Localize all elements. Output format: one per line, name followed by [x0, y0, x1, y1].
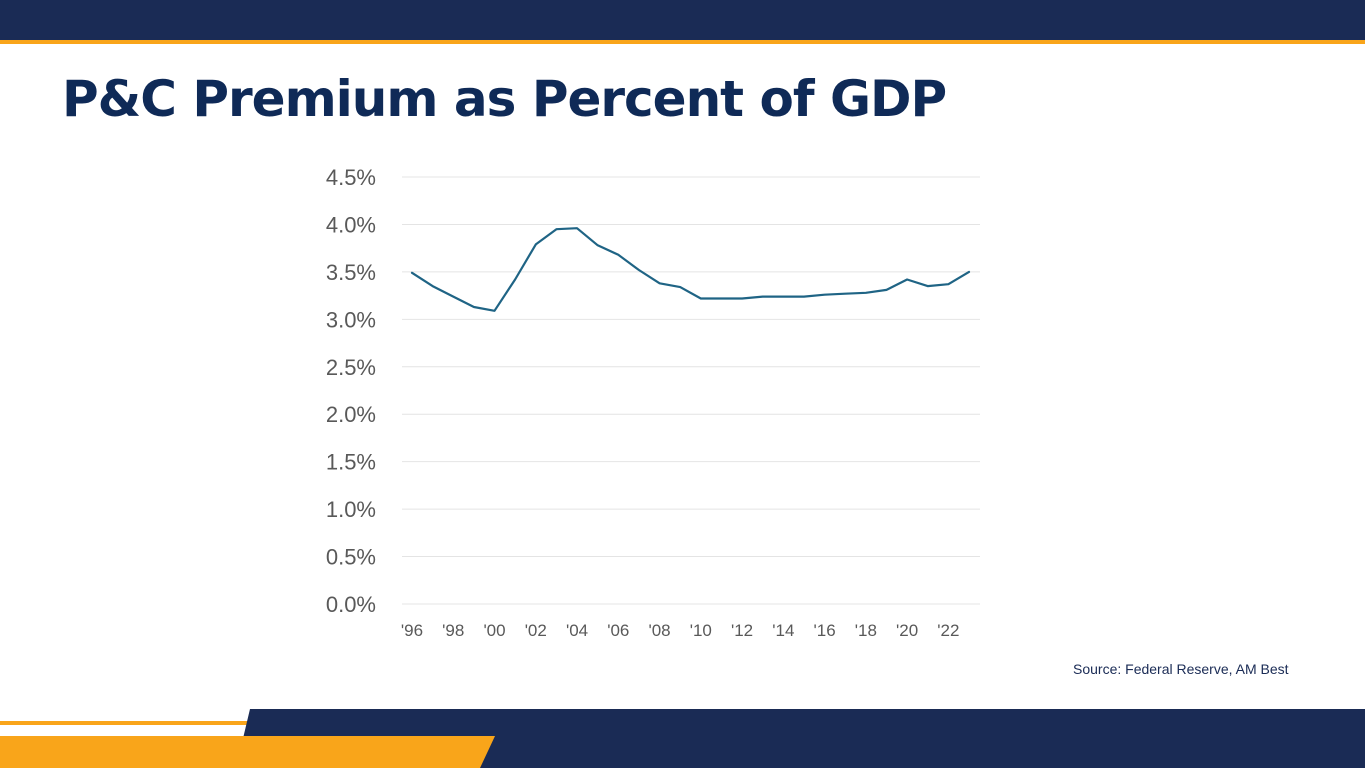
x-tick-label: '08	[648, 621, 670, 640]
y-tick-label: 0.0%	[326, 592, 376, 617]
y-tick-label: 1.0%	[326, 497, 376, 522]
x-tick-label: '96	[401, 621, 423, 640]
x-tick-label: '12	[731, 621, 753, 640]
series-line	[410, 227, 971, 312]
y-tick-label: 3.0%	[326, 307, 376, 332]
x-tick-label: '98	[442, 621, 464, 640]
page-title: P&C Premium as Percent of GDP	[62, 70, 947, 128]
y-tick-label: 4.0%	[326, 212, 376, 237]
x-tick-label: '06	[607, 621, 629, 640]
footer-orange-band	[0, 736, 495, 768]
source-note: Source: Federal Reserve, AM Best	[1073, 661, 1289, 677]
top-accent-stripe	[0, 40, 1365, 44]
y-tick-label: 3.5%	[326, 260, 376, 285]
x-tick-label: '18	[855, 621, 877, 640]
y-tick-label: 4.5%	[326, 165, 376, 190]
x-tick-label: '14	[772, 621, 794, 640]
x-tick-label: '00	[483, 621, 505, 640]
x-tick-label: '20	[896, 621, 918, 640]
y-tick-label: 2.5%	[326, 355, 376, 380]
y-tick-label: 1.5%	[326, 450, 376, 475]
top-banner	[0, 0, 1365, 40]
x-tick-label: '04	[566, 621, 588, 640]
footer-accent-line	[0, 721, 250, 725]
y-tick-label: 0.5%	[326, 545, 376, 570]
x-tick-label: '02	[525, 621, 547, 640]
y-tick-label: 2.0%	[326, 402, 376, 427]
x-tick-label: '16	[814, 621, 836, 640]
x-tick-label: '22	[937, 621, 959, 640]
x-tick-label: '10	[690, 621, 712, 640]
